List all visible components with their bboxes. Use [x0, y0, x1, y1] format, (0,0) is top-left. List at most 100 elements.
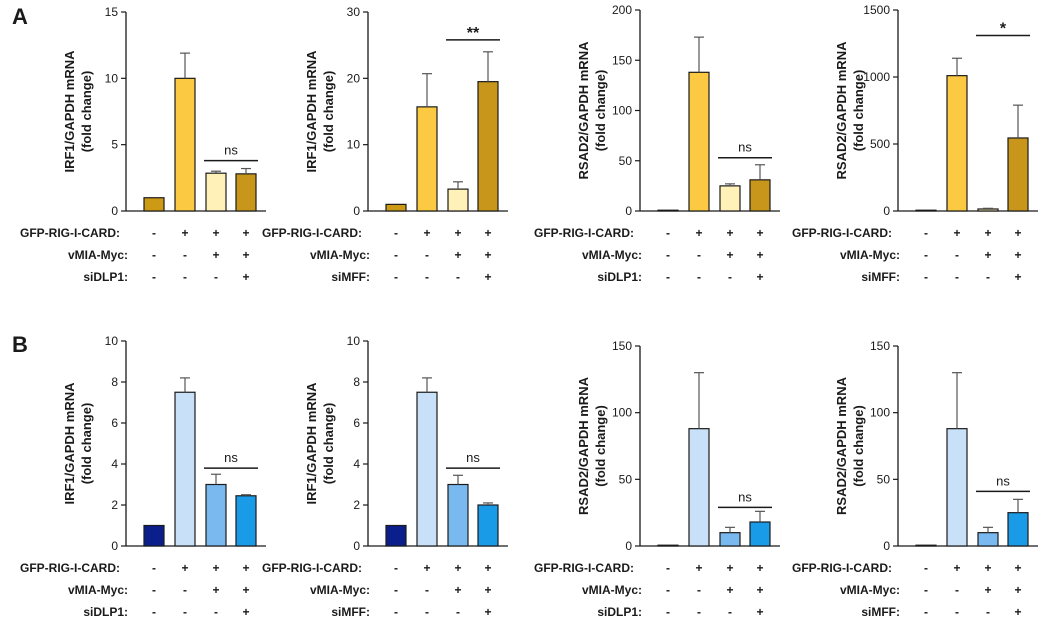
condition-sign: - — [456, 270, 460, 284]
condition-sign: - — [152, 270, 156, 284]
bar — [688, 428, 710, 547]
condition-sign: + — [1014, 605, 1021, 619]
condition-sign: - — [394, 561, 398, 575]
condition-sign: - — [697, 270, 701, 284]
condition-sign: + — [242, 226, 249, 240]
y-axis-label: IRF1/GAPDH mRNA (fold change) — [62, 50, 94, 173]
condition-sign: + — [484, 605, 491, 619]
condition-sign: + — [1014, 561, 1021, 575]
condition-sign: - — [425, 270, 429, 284]
condition-sign: + — [181, 561, 188, 575]
y-tick-label: 2 — [111, 498, 118, 512]
y-tick-label: 4 — [111, 457, 118, 471]
condition-sign: - — [986, 270, 990, 284]
condition-sign: + — [1014, 226, 1021, 240]
bar — [385, 203, 407, 212]
condition-sign: + — [423, 561, 430, 575]
y-axis-label-line2: (fold change) — [851, 70, 866, 152]
condition-label: GFP-RIG-I-CARD: — [20, 561, 120, 575]
condition-label: vMIA-Myc: — [310, 248, 370, 262]
condition-label: vMIA-Myc: — [840, 248, 900, 262]
condition-label: vMIA-Myc: — [310, 583, 370, 597]
significance-label: ns — [466, 450, 480, 465]
condition-label: siMFF: — [861, 270, 900, 284]
condition-label: siDLP1: — [597, 605, 642, 619]
chart-3: RSAD2/GAPDH mRNA (fold change) 0 50 100 150 20… — [534, 3, 780, 284]
chart-2: IRF1/GAPDH mRNA (fold change) 0 10 20 30 ** GFP… — [262, 5, 508, 284]
condition-sign: + — [984, 226, 991, 240]
y-tick-label: 30 — [347, 5, 361, 19]
bar — [416, 391, 438, 547]
condition-sign: + — [242, 270, 249, 284]
condition-sign: + — [242, 561, 249, 575]
condition-sign: - — [152, 605, 156, 619]
condition-sign: - — [728, 270, 732, 284]
y-tick-label: 4 — [353, 457, 360, 471]
y-axis-label-line1: RSAD2/GAPDH mRNA — [576, 41, 591, 180]
y-axis-label: RSAD2/GAPDH mRNA (fold change) — [576, 376, 608, 515]
condition-label: GFP-RIG-I-CARD: — [262, 561, 362, 575]
condition-sign: - — [697, 605, 701, 619]
condition-sign: - — [666, 248, 670, 262]
y-tick-label: 10 — [347, 334, 361, 348]
condition-sign: + — [423, 226, 430, 240]
significance-label: ns — [996, 473, 1010, 488]
y-axis-label-line1: IRF1/GAPDH mRNA — [62, 382, 77, 505]
bar — [915, 209, 937, 212]
y-tick-label: 10 — [105, 334, 119, 348]
condition-sign: - — [924, 605, 928, 619]
significance-label: ns — [224, 450, 238, 465]
condition-sign: - — [666, 270, 670, 284]
condition-sign: + — [454, 583, 461, 597]
condition-sign: - — [924, 248, 928, 262]
condition-label: siMFF: — [331, 270, 370, 284]
y-tick-label: 50 — [877, 472, 891, 486]
condition-label: siMFF: — [861, 605, 900, 619]
y-axis-label-line2: (fold change) — [593, 70, 608, 152]
condition-sign: + — [726, 583, 733, 597]
condition-sign: + — [454, 248, 461, 262]
y-tick-label: 0 — [111, 539, 118, 553]
y-tick-label: 6 — [111, 416, 118, 430]
bar — [688, 71, 710, 212]
y-axis-label-line2: (fold change) — [851, 405, 866, 487]
condition-sign: - — [183, 583, 187, 597]
charts: IRF1/GAPDH mRNA (fold change)051015nsGFP-… — [20, 3, 1038, 619]
condition-sign: + — [242, 605, 249, 619]
bar — [657, 209, 679, 212]
bar — [235, 173, 257, 212]
condition-label: GFP-RIG-I-CARD: — [792, 226, 892, 240]
condition-sign: + — [454, 561, 461, 575]
y-tick-label: 200 — [612, 3, 632, 17]
condition-sign: + — [484, 561, 491, 575]
condition-sign: + — [953, 561, 960, 575]
condition-sign: - — [152, 583, 156, 597]
y-axis-label-line2: (fold change) — [321, 71, 336, 153]
bar — [385, 524, 407, 547]
y-tick-label: 1500 — [863, 3, 890, 17]
condition-label: siMFF: — [331, 605, 370, 619]
condition-label: GFP-RIG-I-CARD: — [792, 561, 892, 575]
y-axis-label-line1: RSAD2/GAPDH mRNA — [576, 376, 591, 515]
significance-label: ns — [738, 140, 752, 155]
condition-sign: + — [756, 248, 763, 262]
condition-sign: + — [984, 561, 991, 575]
y-axis-label: RSAD2/GAPDH mRNA (fold change) — [576, 41, 608, 180]
y-axis-label-line2: (fold change) — [321, 403, 336, 485]
condition-sign: + — [212, 248, 219, 262]
bar — [477, 81, 499, 212]
condition-sign: + — [726, 226, 733, 240]
condition-sign: + — [695, 561, 702, 575]
condition-sign: + — [1014, 248, 1021, 262]
condition-sign: + — [695, 226, 702, 240]
condition-sign: + — [756, 226, 763, 240]
y-tick-label: 150 — [870, 339, 890, 353]
condition-sign: + — [454, 226, 461, 240]
condition-sign: + — [726, 561, 733, 575]
y-tick-label: 150 — [612, 339, 632, 353]
condition-sign: + — [984, 248, 991, 262]
condition-sign: - — [394, 605, 398, 619]
condition-sign: + — [1014, 583, 1021, 597]
bar — [977, 532, 999, 547]
